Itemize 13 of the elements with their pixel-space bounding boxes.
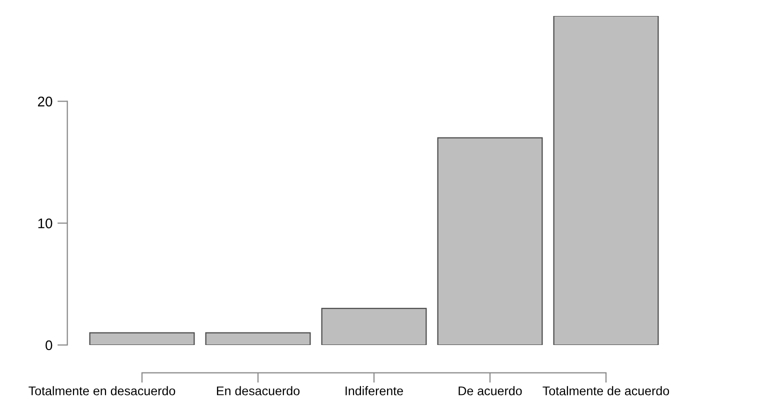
y-tick-label: 0 <box>46 340 52 350</box>
bar <box>553 16 659 345</box>
y-tick-label: 10 <box>38 218 52 228</box>
bar <box>89 332 195 345</box>
x-tick-label: En desacuerdo <box>216 386 300 396</box>
bar <box>437 137 543 345</box>
x-tick-label: Totalmente en desacuerdo <box>28 386 176 396</box>
bar <box>205 332 311 345</box>
x-tick-label: Totalmente de acuerdo <box>542 386 670 396</box>
x-tick-label: Indiferente <box>346 386 403 396</box>
y-tick-label: 20 <box>38 96 52 106</box>
bar <box>321 308 427 345</box>
x-tick-label: De acuerdo <box>458 386 522 396</box>
